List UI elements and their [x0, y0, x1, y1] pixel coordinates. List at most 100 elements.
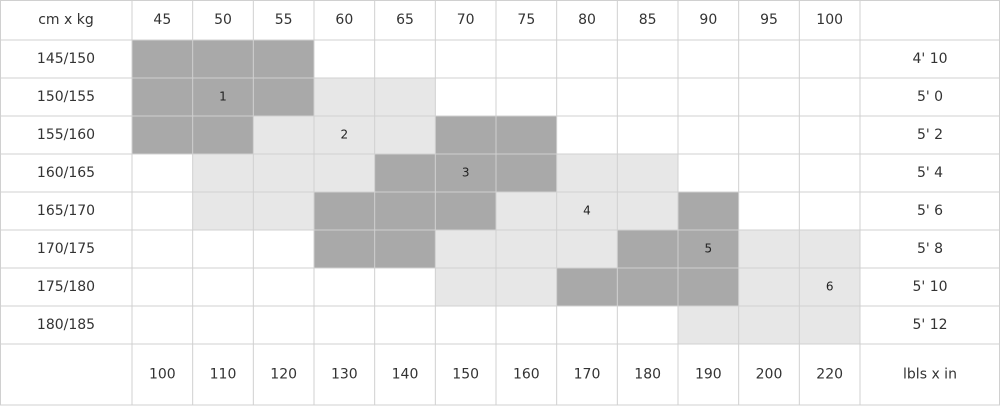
- size-cell: [374, 154, 436, 192]
- weight-lbs: 120: [270, 367, 297, 383]
- size-cell: [617, 192, 678, 230]
- size-cell: [799, 230, 860, 268]
- row-label: 175/180: [37, 279, 95, 295]
- row-label: 180/185: [37, 317, 95, 333]
- weight-kg: 90: [699, 12, 717, 28]
- weight-lbs: 160: [513, 367, 540, 383]
- size-cell: [314, 78, 375, 116]
- height-label: 5' 4: [917, 165, 943, 181]
- size-cell: [314, 230, 375, 268]
- size-label: 2: [341, 128, 349, 142]
- size-label: 4: [583, 204, 591, 218]
- row-label: 170/175: [37, 241, 95, 257]
- size-cell: [678, 192, 739, 230]
- size-cell: [253, 40, 314, 78]
- row-label: 155/160: [37, 127, 95, 143]
- corner-label: cm x kg: [38, 12, 94, 28]
- size-cell: [314, 116, 375, 154]
- height-label: 5' 6: [917, 203, 943, 219]
- size-cell: [678, 306, 739, 344]
- weight-kg: 70: [457, 12, 475, 28]
- size-cell: [496, 116, 557, 154]
- row-label: 160/165: [37, 165, 95, 181]
- size-cell: [799, 306, 860, 344]
- height-label: 5' 10: [912, 279, 947, 295]
- weight-lbs: 110: [210, 367, 237, 383]
- weight-kg: 95: [760, 12, 778, 28]
- size-cell: [253, 78, 314, 116]
- weight-lbs: 170: [574, 367, 601, 383]
- weight-lbs: 100: [149, 367, 176, 383]
- size-cell: [617, 268, 678, 306]
- row-label: 145/150: [37, 51, 95, 67]
- size-cell: [132, 116, 193, 154]
- weight-lbs: 180: [634, 367, 661, 383]
- height-label: 5' 8: [917, 241, 943, 257]
- size-cell: [738, 306, 800, 344]
- size-cell: [253, 154, 314, 192]
- weight-kg: 50: [214, 12, 232, 28]
- size-cell: [435, 116, 496, 154]
- size-cell: [678, 268, 739, 306]
- size-cell: [192, 192, 254, 230]
- size-cell: [253, 192, 314, 230]
- size-cell: [496, 268, 557, 306]
- size-cell: [496, 154, 557, 192]
- size-cell: [435, 192, 496, 230]
- footer-corner: lbls x in: [903, 367, 957, 383]
- size-cell: [132, 78, 193, 116]
- size-cell: [738, 268, 800, 306]
- size-cell: [435, 230, 496, 268]
- height-label: 5' 2: [917, 127, 943, 143]
- weight-kg: 75: [517, 12, 535, 28]
- size-cell: [496, 230, 557, 268]
- weight-lbs: 130: [331, 367, 358, 383]
- weight-lbs: 140: [392, 367, 419, 383]
- size-cell: [132, 40, 193, 78]
- weight-kg: 65: [396, 12, 414, 28]
- weight-kg: 55: [275, 12, 293, 28]
- row-label: 150/155: [37, 89, 95, 105]
- size-label: 3: [462, 166, 470, 180]
- size-cell: [374, 116, 436, 154]
- size-cell: [314, 154, 375, 192]
- size-cell: [192, 78, 254, 116]
- size-cell: [556, 192, 618, 230]
- size-cell: [314, 192, 375, 230]
- weight-kg: 80: [578, 12, 596, 28]
- weight-lbs: 220: [816, 367, 843, 383]
- size-cell: [799, 268, 860, 306]
- weight-lbs: 200: [756, 367, 783, 383]
- weight-lbs: 190: [695, 367, 722, 383]
- size-cell: [556, 268, 618, 306]
- weight-kg: 85: [639, 12, 657, 28]
- weight-kg: 45: [153, 12, 171, 28]
- size-cell: [192, 40, 254, 78]
- size-cell: [192, 154, 254, 192]
- size-cell: [435, 154, 496, 192]
- size-cell: [496, 192, 557, 230]
- size-cell: [738, 230, 800, 268]
- weight-lbs: 150: [452, 367, 479, 383]
- size-label: 1: [219, 90, 227, 104]
- height-label: 5' 12: [912, 317, 947, 333]
- size-cell: [374, 192, 436, 230]
- size-cell: [374, 230, 436, 268]
- row-label: 165/170: [37, 203, 95, 219]
- size-cell: [253, 116, 314, 154]
- size-label: 6: [826, 280, 834, 294]
- size-cell: [678, 230, 739, 268]
- weight-kg: 60: [335, 12, 353, 28]
- height-label: 4' 10: [912, 51, 947, 67]
- weight-kg: 100: [816, 12, 843, 28]
- size-cell: [192, 116, 254, 154]
- size-cell: [556, 154, 618, 192]
- size-cell: [435, 268, 496, 306]
- size-cell: [556, 230, 618, 268]
- height-label: 5' 0: [917, 89, 943, 105]
- size-cell: [617, 230, 678, 268]
- size-cell: [617, 154, 678, 192]
- size-cell: [374, 78, 436, 116]
- size-label: 5: [705, 242, 713, 256]
